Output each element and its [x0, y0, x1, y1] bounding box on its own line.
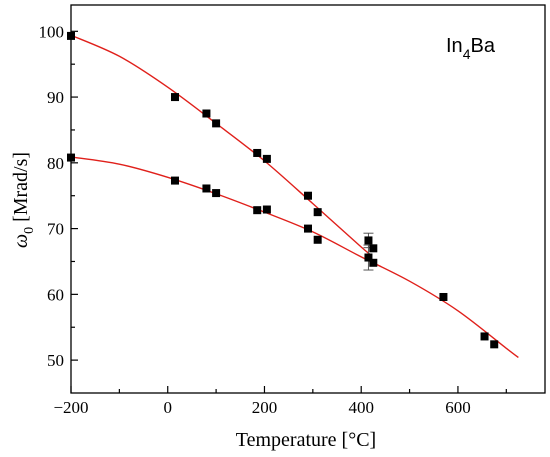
y-axis-title: ω0 [Mrad/s]: [10, 152, 37, 248]
data-point: [313, 235, 322, 244]
fit-curve: [70, 156, 519, 359]
y-tick-label: 90: [47, 88, 64, 107]
y-tick-label: 80: [47, 154, 64, 173]
data-point: [262, 205, 271, 214]
data-markers: [67, 31, 499, 349]
data-point: [67, 153, 75, 162]
data-point: [262, 154, 271, 163]
y-tick-label: 50: [47, 351, 64, 370]
data-point: [212, 189, 221, 198]
data-point: [67, 31, 75, 40]
y-tick-label: 70: [47, 220, 64, 239]
x-tick-label: 200: [252, 398, 278, 417]
data-point: [202, 109, 211, 118]
data-point: [480, 332, 489, 341]
compound-label: In4Ba: [446, 35, 496, 62]
data-point: [253, 148, 262, 157]
y-tick-label: 60: [47, 285, 64, 304]
data-point: [313, 208, 322, 217]
data-point: [490, 340, 499, 349]
fit-curves: [70, 34, 519, 359]
x-tick-label: 0: [163, 398, 172, 417]
data-point: [202, 184, 211, 193]
data-point: [253, 206, 262, 215]
data-point: [369, 244, 378, 253]
data-point: [439, 292, 448, 301]
fit-curve: [70, 34, 372, 256]
data-point: [304, 191, 312, 200]
x-axis-title: Temperature [°C]: [236, 429, 376, 451]
data-point: [170, 176, 179, 185]
data-point: [364, 236, 373, 245]
y-tick-label: 100: [39, 22, 65, 41]
data-point: [212, 119, 221, 128]
plot-frame: [70, 4, 546, 394]
x-tick-label: −200: [53, 398, 88, 417]
data-point: [304, 224, 312, 233]
data-point: [170, 93, 179, 102]
x-tick-label: 600: [445, 398, 471, 417]
x-tick-label: 400: [348, 398, 374, 417]
y-axis-ticks: 50 60 70 80 90 100: [39, 22, 78, 370]
data-point: [369, 258, 378, 267]
x-axis-ticks: −200 0 200 400 600: [53, 386, 507, 417]
data-point: [364, 253, 373, 262]
